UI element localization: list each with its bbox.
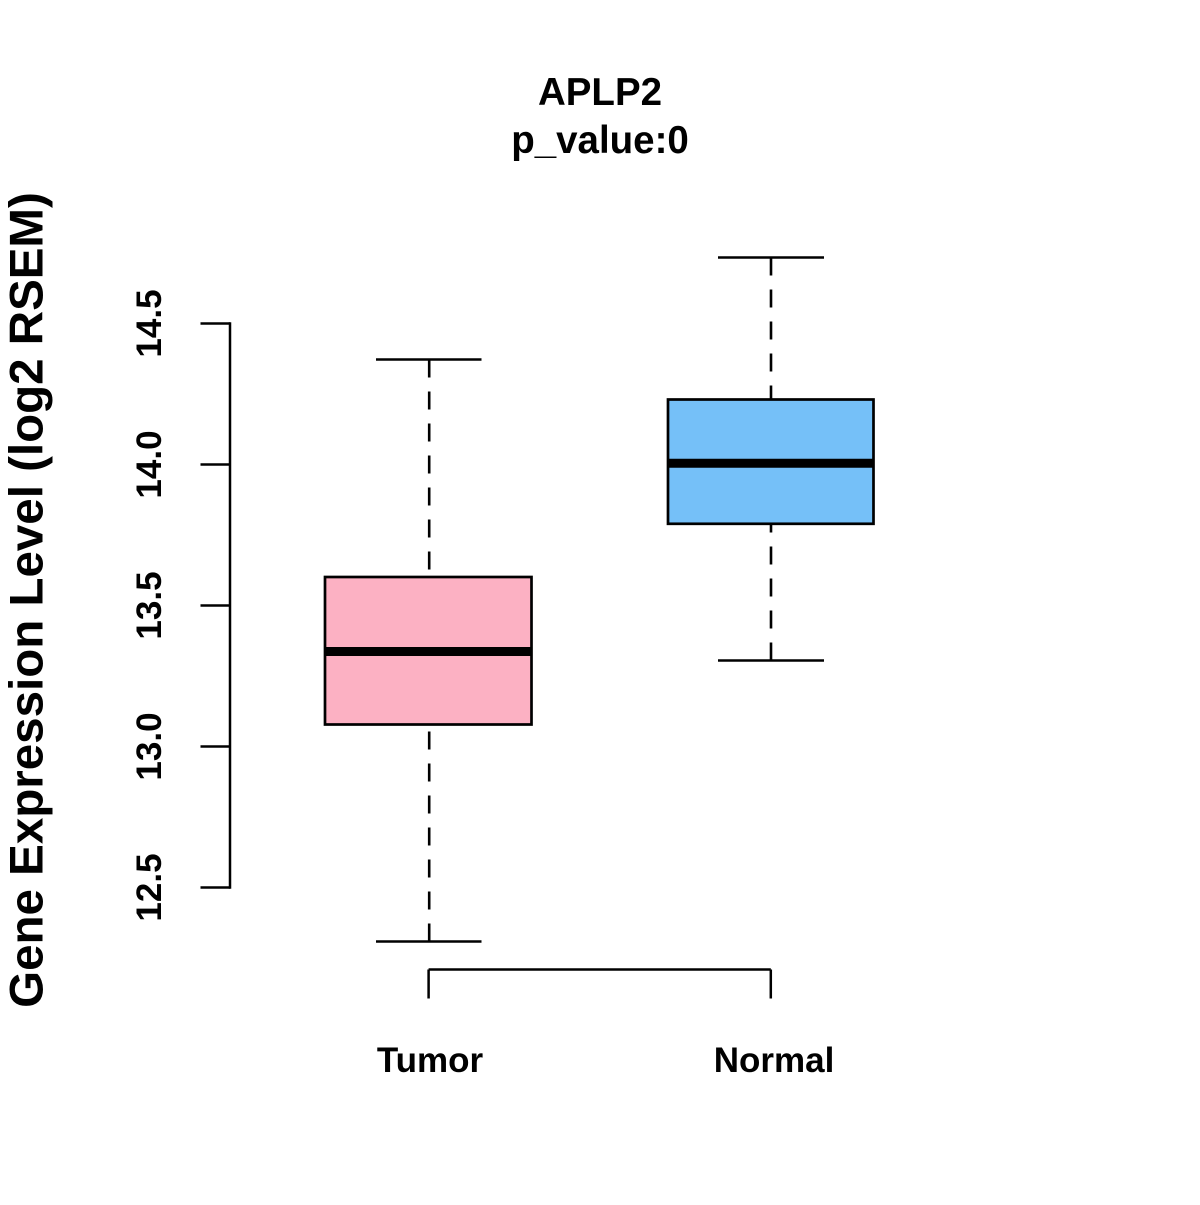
svg-text:Normal: Normal [714,1041,835,1080]
svg-text:13.0: 13.0 [130,712,169,780]
svg-text:Gene Expression Level (log2 RS: Gene Expression Level (log2 RSEM) [1,192,54,1008]
svg-text:Tumor: Tumor [377,1041,484,1080]
svg-text:APLP2: APLP2 [538,71,662,114]
svg-text:13.5: 13.5 [130,571,169,639]
svg-text:p_value:0: p_value:0 [511,119,689,162]
svg-text:12.5: 12.5 [130,853,169,921]
svg-text:14.0: 14.0 [130,430,169,498]
svg-text:14.5: 14.5 [130,289,169,357]
